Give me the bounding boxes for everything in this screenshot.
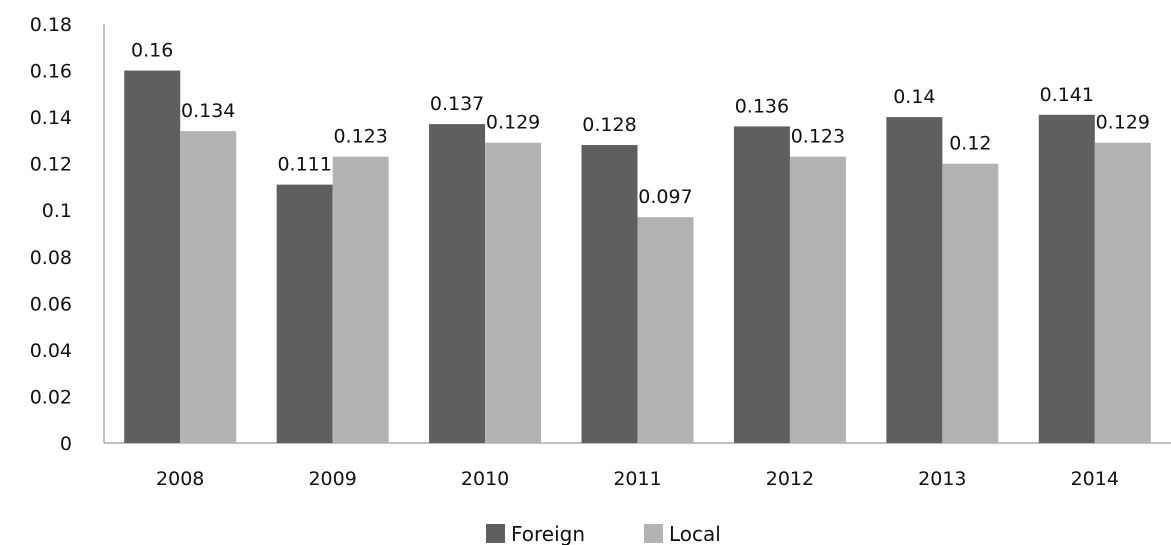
bar-foreign-2008	[124, 70, 181, 444]
data-label-foreign-2010: 0.137	[430, 93, 484, 115]
y-tick-label: 0.12	[30, 154, 72, 176]
data-label-local-2009: 0.123	[333, 126, 387, 148]
y-tick-label: 0.06	[30, 293, 72, 315]
y-tick-label: 0.18	[30, 14, 72, 36]
bars	[124, 70, 1151, 444]
x-tick-label: 2010	[461, 468, 509, 490]
x-tick-label: 2011	[613, 468, 661, 490]
legend-label-foreign: Foreign	[511, 522, 585, 545]
bar-foreign-2012	[733, 126, 790, 443]
bar-local-2011	[637, 217, 694, 443]
bar-foreign-2014	[1038, 114, 1095, 444]
y-tick-label: 0.14	[30, 107, 72, 129]
y-axis-ticks: 0 0.02 0.04 0.06 0.08 0.1 0.12 0.14 0.16 0.18	[30, 14, 72, 455]
legend-swatch-local	[644, 524, 663, 543]
x-tick-label: 2008	[156, 468, 204, 490]
bar-local-2008	[180, 131, 237, 444]
bar-local-2010	[485, 142, 542, 443]
data-label-foreign-2013: 0.14	[893, 86, 935, 108]
data-label-foreign-2014: 0.141	[1040, 84, 1094, 106]
legend-swatch-foreign	[486, 524, 505, 543]
y-tick-label: 0.02	[30, 386, 72, 408]
data-label-foreign-2009: 0.111	[277, 154, 331, 176]
y-tick-label: 0	[60, 433, 72, 455]
data-label-local-2014: 0.129	[1096, 112, 1150, 134]
legend-label-local: Local	[669, 522, 721, 545]
data-label-local-2012: 0.123	[791, 126, 845, 148]
bar-foreign-2013	[886, 117, 943, 443]
y-tick-label: 0.08	[30, 247, 72, 269]
x-tick-label: 2014	[1071, 468, 1119, 490]
bar-foreign-2009	[276, 184, 333, 443]
x-tick-label: 2013	[918, 468, 966, 490]
data-label-local-2008: 0.134	[181, 100, 235, 122]
data-label-local-2013: 0.12	[949, 133, 991, 155]
y-tick-label: 0.16	[30, 61, 72, 83]
bar-local-2014	[1094, 142, 1151, 443]
x-tick-label: 2009	[308, 468, 356, 490]
data-label-local-2011: 0.097	[638, 186, 692, 208]
data-label-local-2010: 0.129	[486, 112, 540, 134]
x-axis-ticks: 2008 2009 2010 2011 2012 2013 2014	[156, 468, 1119, 490]
bar-local-2009	[332, 156, 389, 443]
data-label-foreign-2012: 0.136	[735, 95, 789, 117]
legend: Foreign Local	[486, 522, 721, 545]
y-tick-label: 0.04	[30, 340, 72, 362]
bar-foreign-2011	[581, 145, 638, 444]
x-tick-label: 2012	[766, 468, 814, 490]
bar-foreign-2010	[429, 124, 486, 443]
bar-local-2013	[942, 163, 999, 443]
y-tick-label: 0.1	[42, 200, 72, 222]
data-label-foreign-2008: 0.16	[131, 40, 173, 62]
bar-local-2012	[789, 156, 846, 443]
data-label-foreign-2011: 0.128	[582, 114, 636, 136]
